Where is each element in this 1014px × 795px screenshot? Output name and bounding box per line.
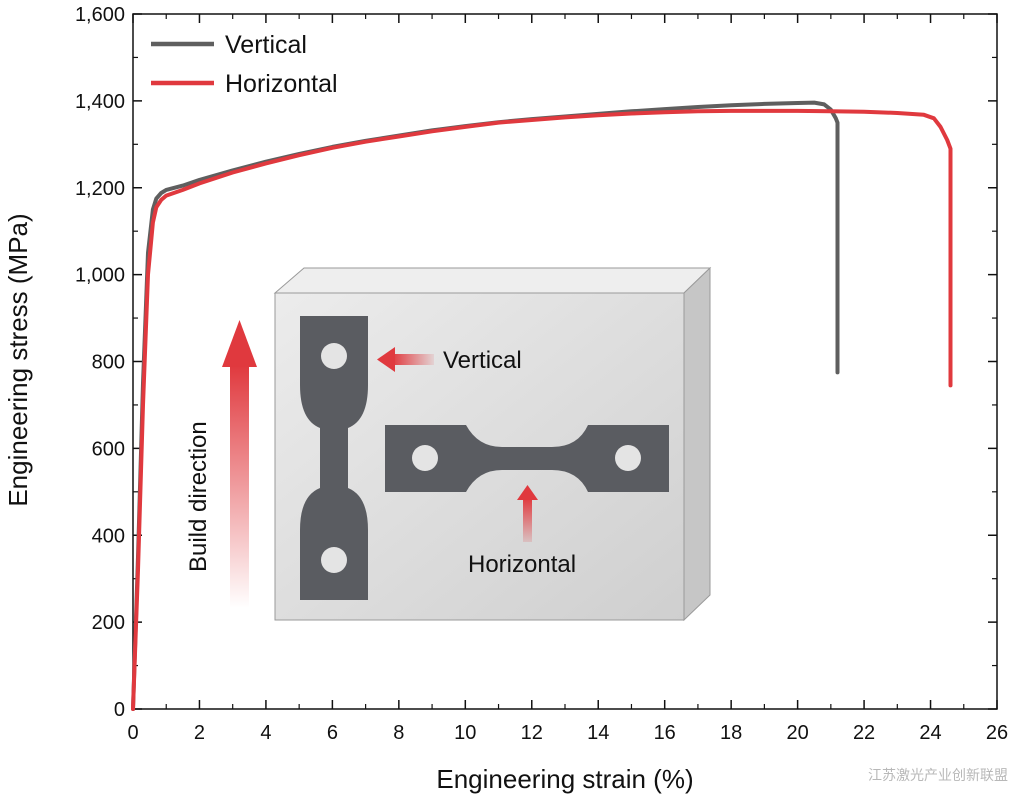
y-tick-label: 1,400 <box>75 91 125 113</box>
y-tick-label: 600 <box>92 438 125 460</box>
y-tick-label: 400 <box>92 525 125 547</box>
x-tick-label: 18 <box>720 722 742 744</box>
vertical-specimen-hole-top <box>321 343 347 369</box>
block-side-face <box>683 266 711 622</box>
x-axis-title: Engineering strain (%) <box>436 764 693 794</box>
horizontal-label-arrow <box>517 485 538 542</box>
y-tick-label: 200 <box>92 612 125 634</box>
vertical-label-arrow <box>377 347 434 372</box>
y-tick-label: 800 <box>92 352 125 374</box>
build-direction-arrow <box>222 320 257 608</box>
x-tick-label: 0 <box>127 722 138 744</box>
y-tick-label: 1,200 <box>75 178 125 200</box>
series-line-horizontal <box>131 108 953 711</box>
x-tick-label: 24 <box>919 722 941 744</box>
x-tick-label: 12 <box>521 722 543 744</box>
inset-vertical-label: Vertical <box>443 347 522 374</box>
x-tick-label: 22 <box>853 722 875 744</box>
x-tick-label: 10 <box>454 722 476 744</box>
y-tick-label: 0 <box>114 699 125 721</box>
x-tick-label: 8 <box>393 722 404 744</box>
vertical-specimen-hole-bottom <box>321 547 347 573</box>
inset-horizontal-label: Horizontal <box>468 551 576 578</box>
legend: Vertical Horizontal <box>151 31 338 98</box>
horizontal-specimen-hole-left <box>412 445 438 471</box>
build-direction-label: Build direction <box>185 421 212 572</box>
specimen-orientation-inset: Vertical Horizontal Build direction <box>185 266 712 622</box>
vertical-specimen <box>300 316 368 600</box>
horizontal-specimen <box>385 425 669 492</box>
x-tick-label: 16 <box>654 722 676 744</box>
horizontal-specimen-hole-right <box>615 445 641 471</box>
y-tick-label: 1,000 <box>75 265 125 287</box>
watermark: 江苏激光产业创新联盟 <box>868 768 1008 784</box>
x-tick-label: 14 <box>587 722 609 744</box>
legend-label-horizontal: Horizontal <box>225 70 338 98</box>
legend-label-vertical: Vertical <box>225 31 307 59</box>
x-tick-label: 6 <box>327 722 338 744</box>
y-axis-title: Engineering stress (MPa) <box>3 213 33 506</box>
x-tick-label: 2 <box>194 722 205 744</box>
x-tick-label: 20 <box>786 722 808 744</box>
plot-frame: 0 2 4 6 8 10 12 14 16 18 20 22 24 2602004006008001,00… <box>75 4 1008 744</box>
x-tick-label: 26 <box>986 722 1008 744</box>
x-tick-label: 4 <box>260 722 271 744</box>
block-top-face <box>273 267 712 294</box>
y-tick-label: 1,600 <box>75 4 125 26</box>
series-layer <box>131 100 953 711</box>
